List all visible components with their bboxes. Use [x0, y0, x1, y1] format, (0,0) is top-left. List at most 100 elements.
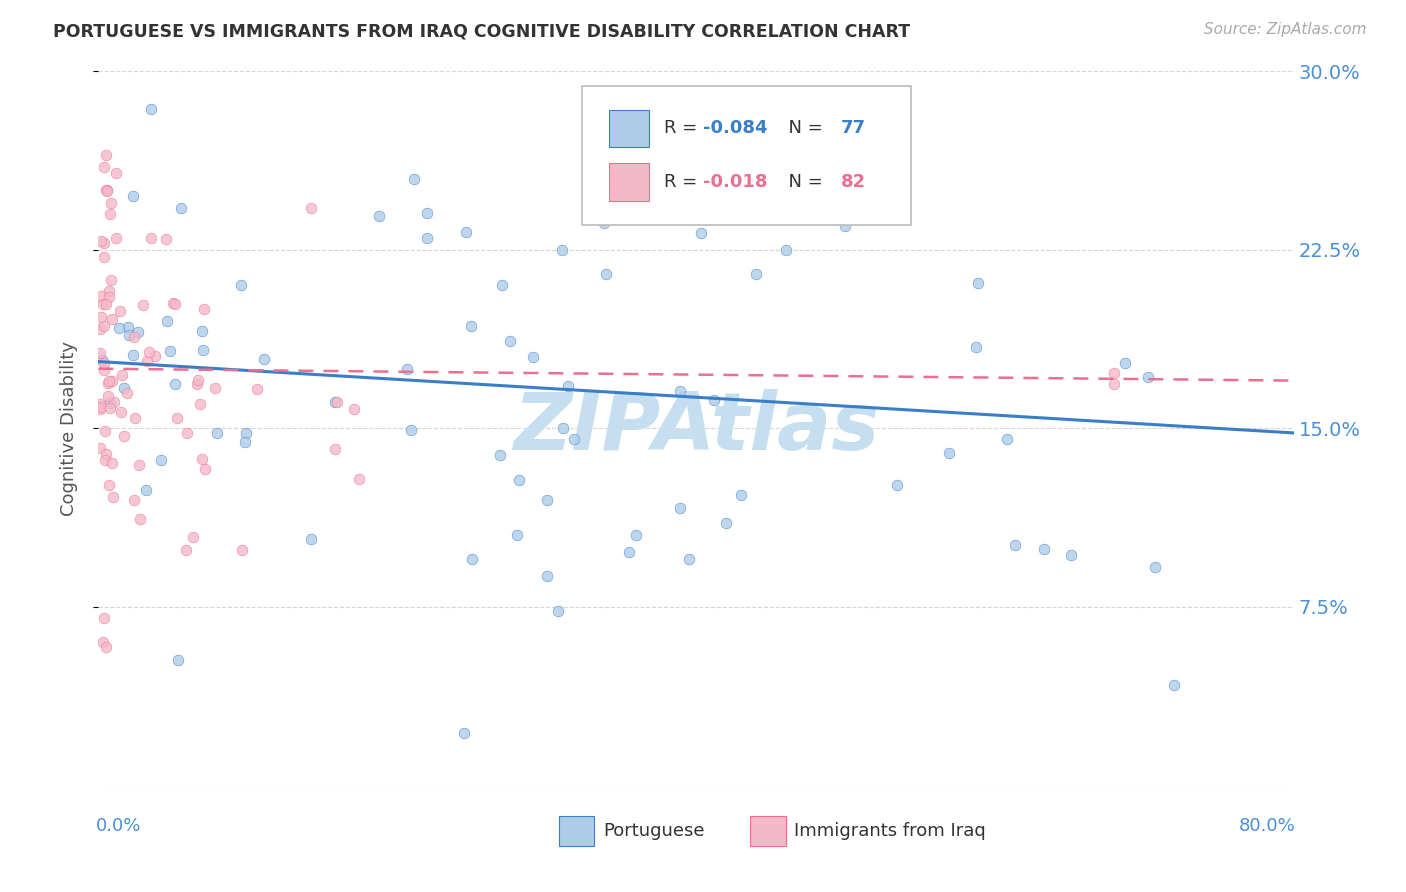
Point [124, 493, 146, 508]
Point [557, 379, 579, 393]
Point [1032, 542, 1054, 557]
Point [93, 425, 115, 439]
Point [118, 327, 141, 342]
Point [834, 219, 856, 233]
Point [163, 376, 186, 391]
Text: R =: R = [664, 120, 703, 137]
Point [1104, 367, 1126, 381]
Point [395, 361, 418, 376]
Point [522, 351, 544, 365]
Point [89, 397, 111, 411]
Point [191, 325, 214, 339]
Point [97, 376, 120, 390]
Point [253, 351, 276, 366]
Point [550, 243, 572, 257]
Point [100, 195, 122, 210]
Point [299, 532, 322, 546]
Y-axis label: Cognitive Disability: Cognitive Disability [59, 341, 77, 516]
Point [166, 411, 188, 425]
Point [121, 189, 143, 203]
Point [132, 298, 155, 312]
Text: ZIPAtlas: ZIPAtlas [513, 389, 879, 467]
Point [139, 231, 162, 245]
Point [491, 278, 513, 293]
Point [124, 411, 146, 425]
Text: N =: N = [778, 173, 828, 191]
Point [110, 303, 132, 318]
Point [714, 516, 737, 531]
Point [886, 477, 908, 491]
Point [100, 312, 122, 326]
Point [90, 400, 112, 414]
Point [93, 453, 115, 467]
Point [162, 296, 184, 310]
Point [93, 250, 115, 264]
Point [231, 543, 253, 558]
Point [91, 297, 114, 311]
Text: PORTUGUESE VS IMMIGRANTS FROM IRAQ COGNITIVE DISABILITY CORRELATION CHART: PORTUGUESE VS IMMIGRANTS FROM IRAQ COGNI… [53, 22, 911, 40]
Text: -0.018: -0.018 [703, 173, 768, 191]
Point [938, 446, 960, 460]
Point [91, 352, 114, 367]
Point [128, 458, 150, 472]
Point [150, 453, 173, 467]
Point [90, 234, 112, 248]
Point [155, 232, 177, 246]
Point [233, 435, 256, 450]
Point [454, 225, 477, 239]
Point [135, 483, 157, 498]
Point [402, 172, 425, 186]
Point [508, 473, 530, 487]
Point [117, 320, 139, 334]
Text: R =: R = [664, 173, 703, 191]
Point [186, 376, 208, 391]
Point [489, 448, 512, 462]
Point [789, 100, 811, 114]
Point [349, 472, 371, 486]
Point [194, 462, 217, 476]
Point [143, 349, 166, 363]
Point [499, 334, 522, 348]
Point [689, 226, 711, 240]
Point [94, 147, 117, 161]
Point [655, 171, 678, 186]
Point [536, 492, 558, 507]
Point [122, 348, 145, 362]
Point [1137, 370, 1160, 384]
Text: Immigrants from Iraq: Immigrants from Iraq [794, 822, 986, 839]
Point [204, 381, 226, 395]
Point [678, 552, 700, 566]
Point [124, 329, 146, 343]
Point [626, 528, 648, 542]
Point [367, 209, 389, 223]
Point [115, 385, 138, 400]
Point [91, 635, 114, 649]
Point [156, 314, 179, 328]
Point [235, 426, 257, 441]
Point [460, 319, 482, 334]
Point [323, 394, 346, 409]
Text: -0.084: -0.084 [703, 120, 768, 137]
Point [1004, 538, 1026, 552]
Point [167, 652, 190, 666]
Point [187, 373, 209, 387]
Point [98, 396, 121, 410]
Point [89, 441, 111, 455]
Bar [558, 815, 595, 846]
Point [93, 611, 115, 625]
Point [89, 322, 111, 336]
Point [101, 456, 124, 470]
Point [1114, 356, 1136, 370]
Point [97, 290, 120, 304]
Point [93, 356, 115, 370]
Point [96, 297, 118, 311]
Point [506, 528, 529, 542]
Text: 77: 77 [841, 120, 866, 137]
Point [562, 432, 585, 446]
Point [96, 183, 118, 197]
Point [93, 236, 115, 251]
Point [89, 346, 111, 360]
Point [104, 166, 127, 180]
Point [191, 451, 214, 466]
Point [323, 442, 346, 457]
